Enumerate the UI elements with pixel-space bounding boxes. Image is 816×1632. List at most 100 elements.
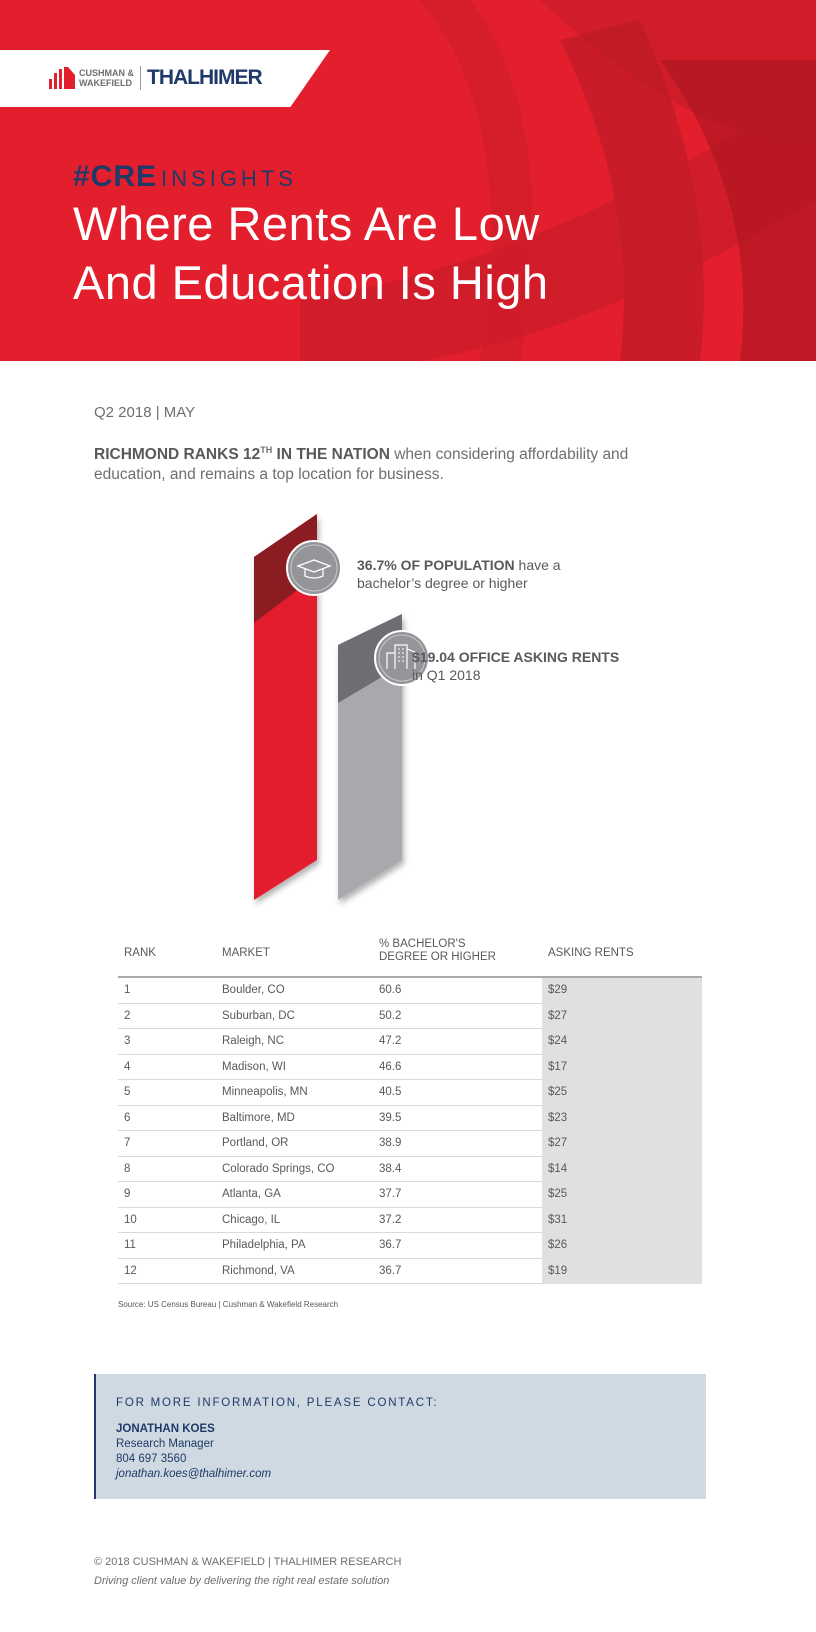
stat-education: 36.7% OF POPULATION have a bachelor’s deg… [357, 556, 561, 592]
cell-bachelors: 36.7 [379, 1239, 402, 1251]
table-row: 11 Philadelphia, PA 36.7 $26 [118, 1233, 702, 1259]
infographic-bars [254, 514, 402, 900]
cell-market: Atlanta, GA [222, 1188, 281, 1200]
cell-market: Philadelphia, PA [222, 1239, 306, 1251]
cell-rent: $25 [548, 1188, 568, 1200]
intro-sup: TH [260, 445, 273, 455]
graduation-cap-icon [286, 540, 342, 596]
cell-rent: $19 [548, 1264, 568, 1277]
cell-market: Colorado Springs, CO [222, 1162, 335, 1175]
rent-cell-bg [542, 1156, 702, 1182]
rent-cell-bg [542, 1207, 702, 1233]
rent-cell-bg [542, 1233, 702, 1259]
cell-rank: 10 [124, 1213, 137, 1226]
table-row: 1 Boulder, CO 60.6 $29 [118, 978, 702, 1004]
office-building-icon [374, 630, 430, 686]
stat-education-text1: have a [514, 557, 561, 573]
report-date: Q2 2018 | MAY [94, 404, 196, 421]
contact-box: FOR MORE INFORMATION, PLEASE CONTACT: JO… [94, 1374, 706, 1499]
cell-rank: 2 [124, 1009, 131, 1022]
table-header: RANK MARKET % BACHELOR'S DEGREE OR HIGHER… [118, 936, 702, 978]
cell-rank: 12 [124, 1264, 137, 1277]
intro-bold2: IN THE NATION [272, 446, 390, 464]
cell-bachelors: 39.5 [379, 1111, 402, 1124]
intro-paragraph: RICHMOND RANKS 12TH IN THE NATION when c… [94, 440, 654, 485]
cell-market: Richmond, VA [222, 1264, 295, 1277]
header-rents: ASKING RENTS [548, 947, 634, 959]
header-bachelors-1: % BACHELOR'S [379, 938, 466, 950]
contact-email[interactable]: jonathan.koes@thalhimer.com [116, 1468, 272, 1480]
rent-cell-bg [542, 1080, 702, 1106]
contact-phone: 804 697 3560 [116, 1453, 187, 1465]
page-title-line2: And Education Is High [73, 256, 549, 309]
footer-copyright: © 2018 CUSHMAN & WAKEFIELD | THALHIMER R… [94, 1556, 402, 1568]
rent-cell-bg [542, 1258, 702, 1284]
contact-role: Research Manager [116, 1438, 214, 1450]
table-row: 2 Suburban, DC 50.2 $27 [118, 1003, 702, 1029]
cell-market: Minneapolis, MN [222, 1086, 308, 1098]
cell-rent: $24 [548, 1035, 568, 1047]
stat-education-text2: bachelor’s degree or higher [357, 575, 528, 591]
cell-rank: 4 [124, 1060, 131, 1073]
cell-rent: $23 [548, 1111, 568, 1124]
table-source: Source: US Census Bureau | Cushman & Wak… [118, 1300, 339, 1309]
cell-bachelors: 46.6 [379, 1060, 402, 1073]
intro-bold: RICHMOND RANKS 12 [94, 446, 261, 464]
cell-rank: 1 [124, 984, 131, 996]
cell-bachelors: 37.2 [379, 1213, 402, 1226]
table-row: 10 Chicago, IL 37.2 $31 [118, 1207, 702, 1233]
table-row: 5 Minneapolis, MN 40.5 $25 [118, 1080, 702, 1106]
stat-rent-bold: $19.04 OFFICE ASKING RENTS [412, 649, 620, 665]
rent-cell-bg [542, 1029, 702, 1055]
table-row: 9 Atlanta, GA 37.7 $25 [118, 1182, 702, 1208]
cell-bachelors: 60.6 [379, 984, 402, 996]
cell-rank: 8 [124, 1162, 131, 1175]
cell-rent: $31 [548, 1213, 568, 1226]
brand-wakefield: WAKEFIELD [79, 78, 132, 88]
table-row: 8 Colorado Springs, CO 38.4 $14 [118, 1156, 702, 1182]
rent-cell-bg [542, 978, 702, 1004]
series-label: #CRE INSIGHTS [73, 160, 297, 194]
brand-thalhimer: THALHIMER [147, 66, 263, 89]
cell-rent: $17 [548, 1060, 568, 1073]
cell-rent: $27 [548, 1137, 568, 1149]
cell-market: Portland, OR [222, 1137, 289, 1149]
contact-name: JONATHAN KOES [116, 1423, 215, 1435]
table-row: 3 Raleigh, NC 47.2 $24 [118, 1029, 702, 1055]
rent-cell-bg [542, 1105, 702, 1131]
cell-rank: 3 [124, 1035, 131, 1047]
series-word: INSIGHTS [161, 166, 297, 191]
cell-market: Raleigh, NC [222, 1035, 284, 1047]
contact-heading: FOR MORE INFORMATION, PLEASE CONTACT: [116, 1397, 439, 1409]
cell-rank: 7 [124, 1137, 131, 1149]
stat-rent: $19.04 OFFICE ASKING RENTS in Q1 2018 [412, 648, 619, 684]
cell-rank: 11 [124, 1239, 136, 1251]
rent-cell-bg [542, 1003, 702, 1029]
decorative-arcs [300, 0, 816, 361]
rent-cell-bg [542, 1054, 702, 1080]
brand-cushman: CUSHMAN & [79, 68, 134, 78]
cell-bachelors: 38.9 [379, 1137, 402, 1149]
cell-rent: $25 [548, 1086, 568, 1098]
rank-table: RANK MARKET % BACHELOR'S DEGREE OR HIGHER… [118, 936, 702, 1284]
cell-bachelors: 38.4 [379, 1162, 402, 1175]
cell-bachelors: 47.2 [379, 1035, 402, 1047]
cell-market: Baltimore, MD [222, 1111, 295, 1124]
stat-education-bold: 36.7% OF POPULATION [357, 557, 515, 573]
rent-cell-bg [542, 1131, 702, 1157]
cell-rank: 6 [124, 1111, 131, 1124]
rent-cell-bg [542, 1182, 702, 1208]
cell-market: Suburban, DC [222, 1009, 295, 1022]
cell-rent: $26 [548, 1239, 568, 1251]
cell-rent: $29 [548, 984, 568, 996]
stat-rent-text2: in Q1 2018 [412, 667, 481, 683]
cell-market: Madison, WI [222, 1060, 286, 1073]
cushman-building-logo-icon [49, 67, 75, 89]
table-row: 12 Richmond, VA 36.7 $19 [118, 1258, 702, 1284]
series-hash: #CRE [73, 160, 158, 193]
cell-market: Boulder, CO [222, 984, 285, 996]
table-row: 7 Portland, OR 38.9 $27 [118, 1131, 702, 1157]
cell-market: Chicago, IL [222, 1213, 281, 1226]
header-bachelors-2: DEGREE OR HIGHER [379, 951, 496, 963]
cell-bachelors: 40.5 [379, 1086, 402, 1098]
